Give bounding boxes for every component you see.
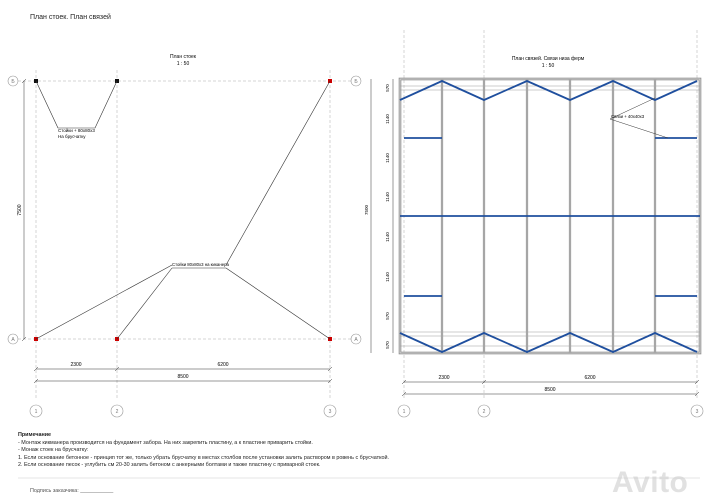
r-dim-570-bottom: 570 bbox=[385, 341, 390, 349]
r-dim-1140-2: 1140 bbox=[385, 153, 390, 163]
note-line-3: 1. Если основание бетонное - принцип тот… bbox=[18, 454, 390, 461]
sheet-title: План стоек. План связей bbox=[30, 14, 111, 21]
note-line-4: 2. Если основание песок - углубить см 20… bbox=[18, 462, 321, 469]
right-plan-title: План связей. Связи низа ферм bbox=[512, 55, 585, 62]
dim-row2-tick-1 bbox=[33, 378, 39, 384]
notes-heading: Примечание bbox=[18, 432, 52, 438]
leader-b3 bbox=[225, 80, 331, 266]
r-dim-row1-tick-1 bbox=[401, 379, 407, 385]
r-dim-570-top: 570 bbox=[385, 84, 390, 92]
r-axis-bubble-1 bbox=[397, 404, 411, 418]
brace-bottom-zigzag bbox=[399, 332, 698, 353]
axis-bubble-b bbox=[7, 75, 19, 87]
right-plan: План связей. Связи низа ферм 1 : 50 bbox=[364, 30, 704, 418]
r-dim-height: 7500 bbox=[364, 204, 369, 215]
r-axis-label-1: 1 bbox=[403, 409, 406, 415]
left-plan-scale: 1 : 50 bbox=[177, 61, 190, 67]
r-axis-bubble-2 bbox=[477, 404, 491, 418]
axis-bubble-2 bbox=[110, 404, 124, 418]
axis-bubble-a-right bbox=[350, 333, 362, 345]
r-dim-total: 8500 bbox=[544, 387, 555, 393]
axis-label-2: 2 bbox=[116, 409, 119, 415]
leader-a1 bbox=[35, 264, 173, 340]
dim-height: 7500 bbox=[17, 204, 23, 215]
r-dim-1140-6: 570 bbox=[385, 312, 390, 320]
r-leader-2 bbox=[609, 118, 669, 139]
customer-signature: Подпись заказчика: ___________ bbox=[30, 488, 114, 494]
r-callout: Связи + 40х40х3 bbox=[611, 114, 645, 119]
r-axis-label-3: 3 bbox=[696, 409, 699, 415]
axis-label-1: 1 bbox=[35, 409, 38, 415]
r-dim-seg1: 2300 bbox=[438, 375, 449, 381]
r-dim-seg2: 6200 bbox=[584, 375, 595, 381]
dim-row1-tick-2 bbox=[114, 366, 120, 372]
axis-bubble-b-right bbox=[350, 75, 362, 87]
r-dim-1140-4: 1140 bbox=[385, 232, 390, 242]
left-plan: План стоек 1 : 50 Б Б А А 1 2 3 bbox=[7, 54, 362, 418]
dim-row2-tick-3 bbox=[327, 378, 333, 384]
notes-block: Примечание - Монтаж кикманера производит… bbox=[18, 432, 389, 470]
r-dim-1140-1: 1140 bbox=[385, 114, 390, 124]
leader-a2 bbox=[116, 267, 173, 340]
r-dim-row2-tick-1 bbox=[401, 391, 407, 397]
note-line-1: - Монтаж кикманера производится на фунда… bbox=[18, 439, 313, 446]
watermark-logo: Avito bbox=[612, 466, 689, 499]
dim-height-tick-bottom bbox=[21, 336, 27, 342]
leader-posts bbox=[35, 80, 118, 129]
dim-row1-tick-1 bbox=[33, 366, 39, 372]
r-dim-1140-5: 1140 bbox=[385, 272, 390, 282]
r-dim-row1-tick-2 bbox=[481, 379, 487, 385]
callout-posts-2: На брусчатку bbox=[58, 134, 86, 139]
dim-row1-tick-3 bbox=[327, 366, 333, 372]
dim-total: 8500 bbox=[177, 374, 188, 380]
dim-seg1: 2300 bbox=[70, 362, 81, 368]
axis-label-b: Б bbox=[11, 79, 15, 85]
axis-bubble-1 bbox=[29, 404, 43, 418]
r-axis-bubble-3 bbox=[690, 404, 704, 418]
axis-label-a-right: А bbox=[354, 337, 358, 343]
axis-label-3: 3 bbox=[329, 409, 332, 415]
right-plan-scale: 1 : 50 bbox=[542, 63, 555, 69]
axis-bubble-a bbox=[7, 333, 19, 345]
r-dim-row1-tick-3 bbox=[694, 379, 700, 385]
dim-seg2: 6200 bbox=[217, 362, 228, 368]
axis-bubble-3 bbox=[323, 404, 337, 418]
note-line-2: - Монаж стоек на брусчатку: bbox=[18, 447, 89, 454]
r-leader-1 bbox=[609, 97, 656, 120]
r-dim-1140-3: 1140 bbox=[385, 192, 390, 202]
axis-label-a: А bbox=[11, 337, 15, 343]
leader-a3 bbox=[225, 267, 331, 340]
left-plan-title: План стоек bbox=[170, 54, 197, 60]
brace-top-zigzag bbox=[399, 80, 698, 101]
dim-height-tick-top bbox=[21, 78, 27, 84]
callout-posts-1: Стойки + 80х80х3 bbox=[58, 127, 95, 133]
axis-label-b-right: Б bbox=[354, 79, 358, 85]
r-axis-label-2: 2 bbox=[483, 409, 486, 415]
callout-ground: Стойки 80х80х3 на киканера bbox=[172, 262, 229, 267]
r-dim-row2-tick-3 bbox=[694, 391, 700, 397]
